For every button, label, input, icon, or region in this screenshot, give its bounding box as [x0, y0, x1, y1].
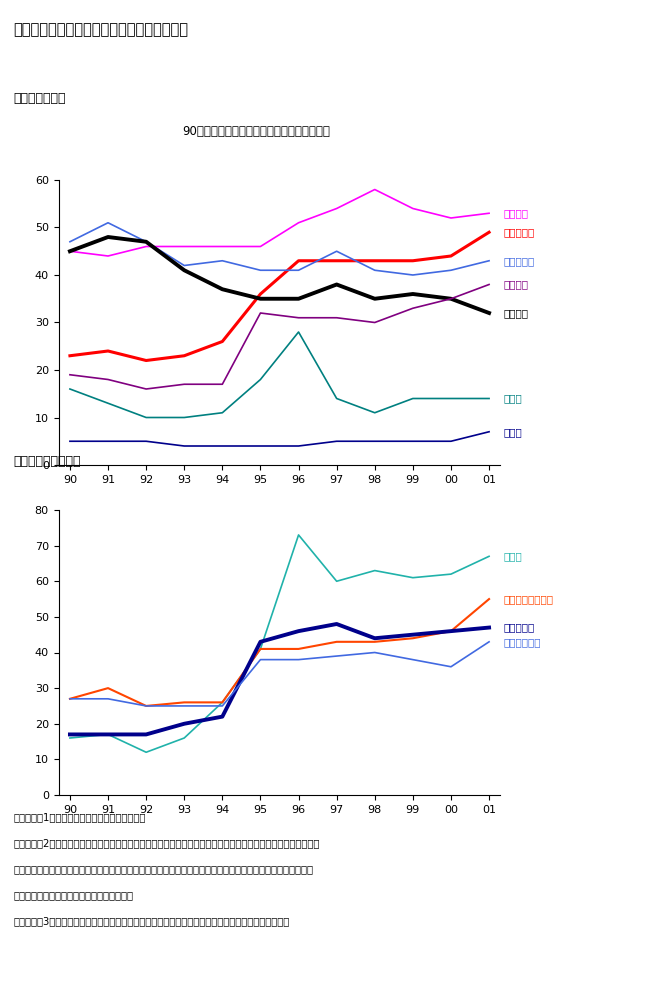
Text: （２）　ＩＴ関連財: （２） ＩＴ関連財 — [13, 455, 81, 468]
Text: 90年以降、ＩＴ関連財での産業内貿易が増加: 90年以降、ＩＴ関連財での産業内貿易が増加 — [182, 125, 330, 138]
Text: 科学光学機器: 科学光学機器 — [504, 637, 541, 647]
Text: ＩＴ関連財: ＩＴ関連財 — [504, 227, 535, 237]
Text: 第３－１－６図　品目別での産業内貿易指数: 第３－１－６図 品目別での産業内貿易指数 — [13, 22, 188, 37]
Text: 2．産業内貿易指数については、貿易相手国・地域を対アメリカ、対ＥＵ、対アジアとその他に分け、: 2．産業内貿易指数については、貿易相手国・地域を対アメリカ、対ＥＵ、対アジアとそ… — [13, 838, 319, 848]
Text: 通信機: 通信機 — [504, 551, 523, 561]
Text: 金属同製品: 金属同製品 — [504, 256, 535, 266]
Text: 繊維製品: 繊維製品 — [504, 279, 528, 290]
Text: 化学製品: 化学製品 — [504, 208, 528, 218]
Text: 3．ここでのＩＴ関連財は事務用機器、半導体等電子部品、通信機、科学光学機器を指す。: 3．ここでのＩＴ関連財は事務用機器、半導体等電子部品、通信機、科学光学機器を指す… — [13, 916, 289, 926]
Text: 産業内貿易指数を作成した。: 産業内貿易指数を作成した。 — [13, 890, 133, 900]
Text: 自動車: 自動車 — [504, 393, 523, 403]
Text: 機械機器: 機械機器 — [504, 308, 528, 318]
Text: それぞれの国・地域での産業内貿易指数を貿易ウェイトによって加重平均し、各品目別全体での: それぞれの国・地域での産業内貿易指数を貿易ウェイトによって加重平均し、各品目別全… — [13, 864, 313, 874]
Text: 食料品: 食料品 — [504, 427, 523, 437]
Text: （備考）　1．財務省「貿易統計」により作成。: （備考） 1．財務省「貿易統計」により作成。 — [13, 812, 146, 822]
Text: （１）主要品目: （１）主要品目 — [13, 92, 66, 105]
Text: 事務用機器: 事務用機器 — [504, 623, 535, 633]
Text: 半導体等電子部品: 半導体等電子部品 — [504, 594, 554, 604]
